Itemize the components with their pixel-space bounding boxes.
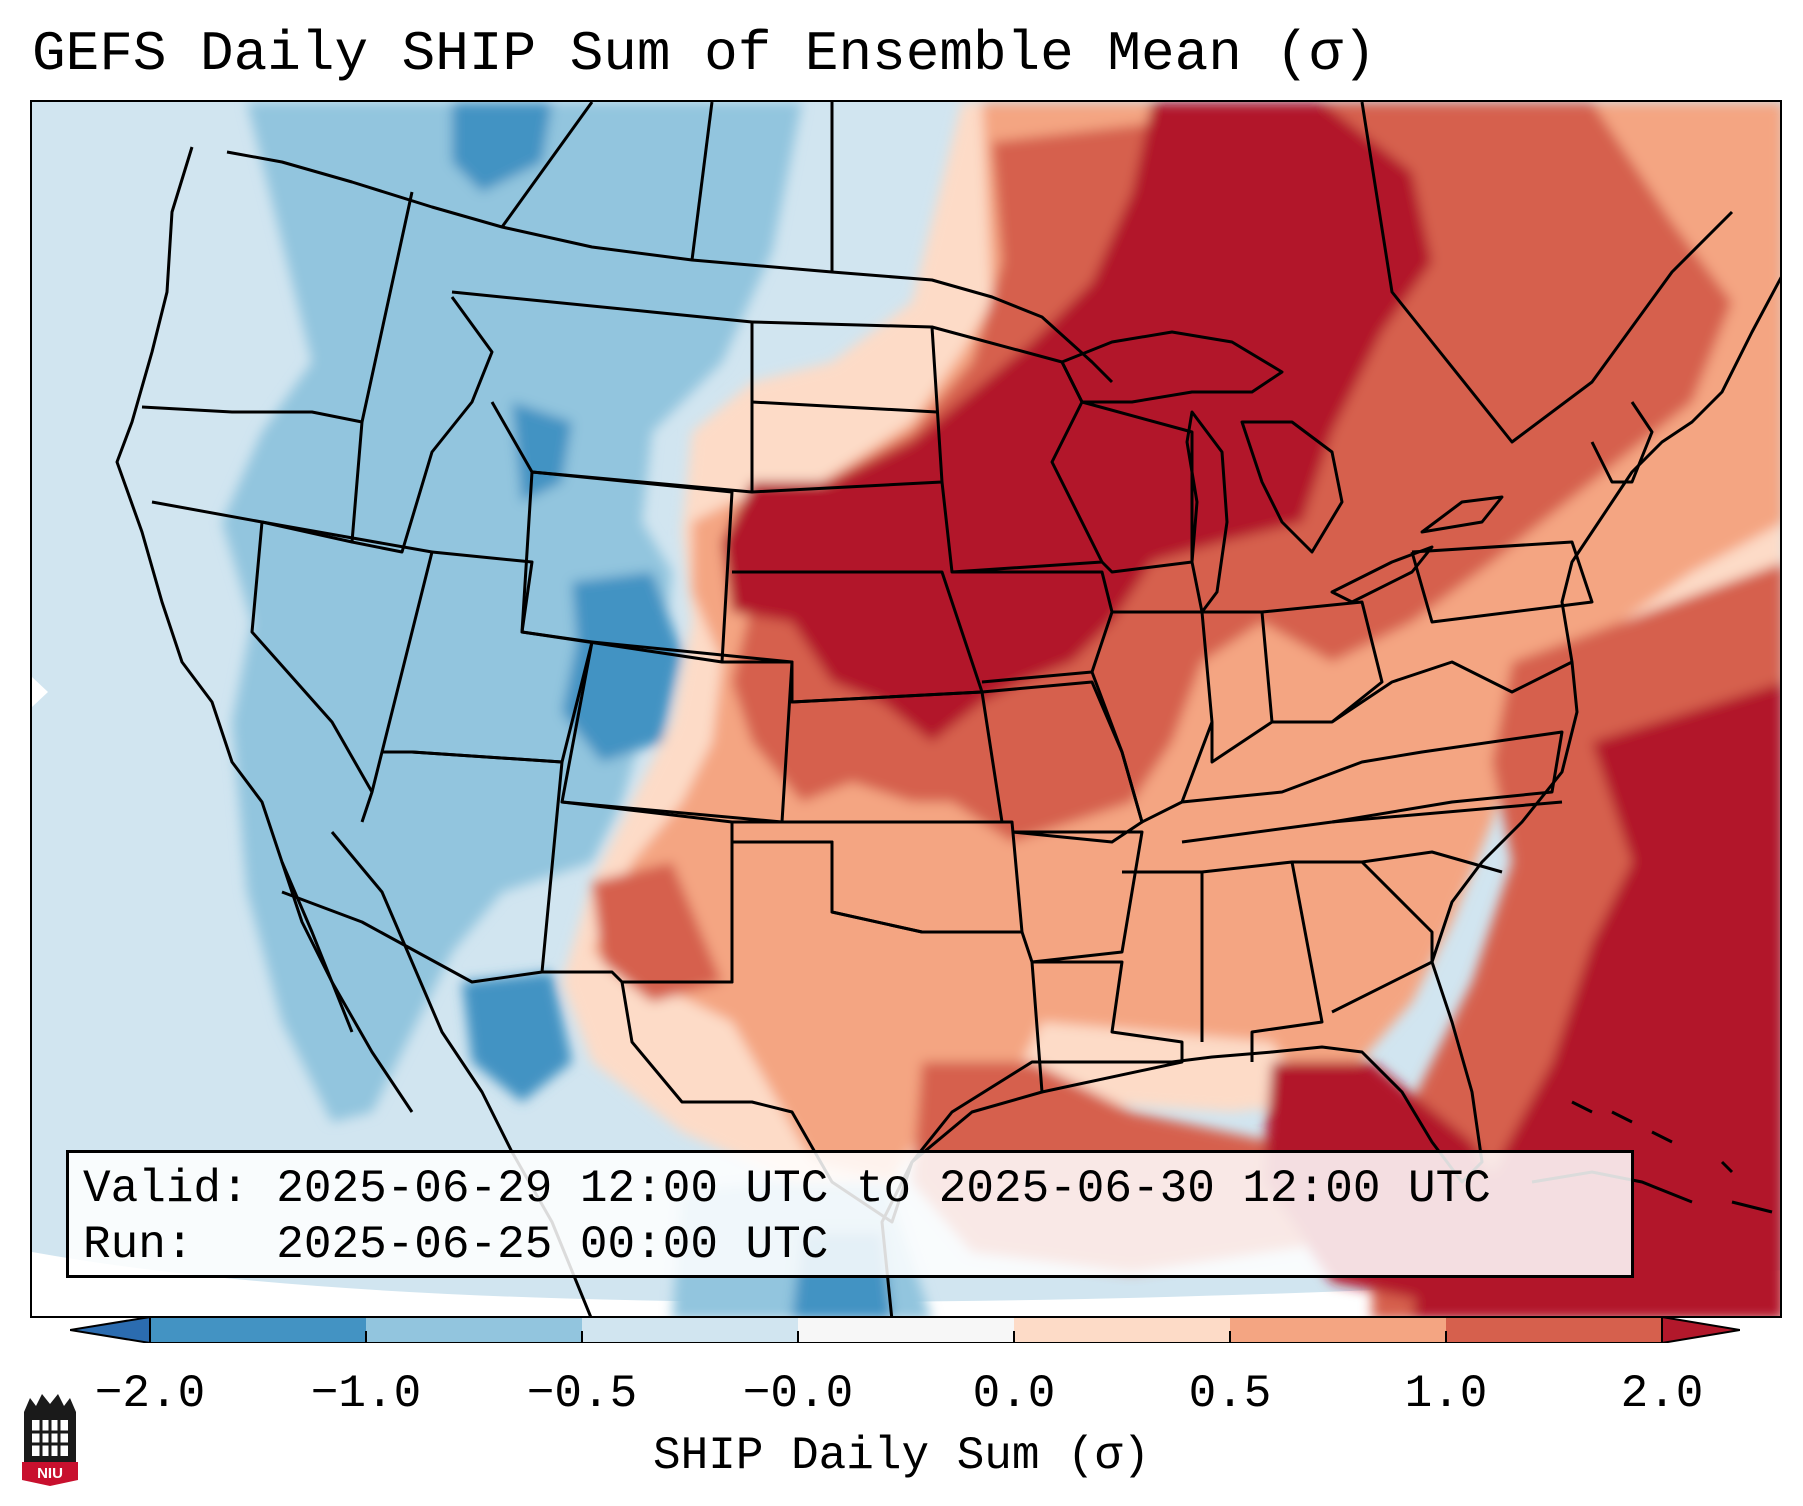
field-strong-negative-co <box>562 572 682 762</box>
field-weak-positive-gulf <box>1022 1022 1312 1112</box>
field-negative-west <box>222 102 802 1122</box>
coast-baja <box>280 861 414 1113</box>
canada-province-line-4 <box>1360 102 1734 444</box>
state-nd-sd <box>751 400 938 414</box>
map-panel <box>30 100 1782 1318</box>
state-tx <box>620 840 1044 1224</box>
colorbar-tick-label: −0.5 <box>526 1368 638 1420</box>
run-label: Run: <box>83 1219 194 1271</box>
state-wa-or <box>141 405 363 424</box>
state-wi <box>1081 400 1194 574</box>
valid-run-info-box: Valid: 2025-06-29 12:00 UTC to 2025-06-3… <box>66 1150 1634 1278</box>
colorbar-tick-label: 1.0 <box>1404 1368 1488 1420</box>
state-nv-az <box>261 520 434 793</box>
colorbar-segment-4 <box>798 1317 1014 1343</box>
valid-label: Valid: <box>83 1163 249 1215</box>
state-ky-tn <box>1181 730 1564 844</box>
niu-logo-text: NIU <box>37 1465 63 1482</box>
state-ms-al <box>1122 860 1324 1062</box>
field-strong-positive-mx <box>592 862 722 1002</box>
lake-huron <box>1240 420 1344 554</box>
colorbar-tick-label: −2.0 <box>94 1368 206 1420</box>
ship-anomaly-map <box>32 102 1780 1316</box>
lake-erie <box>1330 545 1434 604</box>
state-ar <box>1012 830 1144 964</box>
colorbar-segment-5 <box>1014 1317 1230 1343</box>
state-va-wv <box>1331 660 1573 724</box>
coast-atlantic <box>1430 276 1780 963</box>
lake-ontario <box>1420 495 1504 534</box>
colorbar-extend-high <box>1661 1317 1740 1343</box>
island-hispaniola <box>1731 1200 1773 1214</box>
colorbar-ticks <box>149 1331 1663 1343</box>
state-oh <box>1261 600 1384 724</box>
island-bahamas <box>1571 1100 1734 1174</box>
domain-edge <box>32 1252 1780 1316</box>
state-pa-ny <box>1410 540 1594 624</box>
state-id <box>350 191 494 554</box>
colorbar-tick-label: 2.0 <box>1620 1368 1704 1420</box>
canada-province-line-2 <box>690 102 714 261</box>
colorbar-segment-6 <box>1230 1317 1446 1343</box>
colorbar-label: SHIP Daily Sum (σ) <box>653 1430 1150 1482</box>
colorbar <box>70 1317 1740 1343</box>
colorbar-outline <box>149 1317 1663 1343</box>
state-nv-ca <box>250 521 374 823</box>
valid-time-range: 2025-06-29 12:00 UTC to 2025-06-30 12:00… <box>276 1163 1491 1215</box>
colorbar-tick-label: −0.0 <box>742 1368 854 1420</box>
state-ne-states <box>1590 401 1654 484</box>
state-dakotas <box>751 320 944 494</box>
colorbar-segment-2 <box>366 1317 582 1343</box>
colorbar-segment-3 <box>582 1317 798 1343</box>
lake-superior <box>1060 330 1284 404</box>
colorbar-segment-1 <box>150 1317 366 1343</box>
field-strong-negative-n <box>452 102 552 192</box>
niu-logo-icon: NIU <box>22 1394 78 1486</box>
colorbar-tick-label: −1.0 <box>310 1368 422 1420</box>
state-la <box>1032 960 1184 1094</box>
field-strong-negative-mx <box>462 972 572 1102</box>
colorbar-tick-label: 0.5 <box>1188 1368 1272 1420</box>
state-ga <box>1292 860 1434 1014</box>
boundaries-layer <box>115 102 1780 1316</box>
canada-province-line-1 <box>500 102 594 228</box>
map-title: GEFS Daily SHIP Sum of Ensemble Mean (σ) <box>32 22 1377 86</box>
colorbar-segment-7 <box>1446 1317 1662 1343</box>
state-sc-nc <box>1331 800 1563 874</box>
domain-edge-left <box>32 677 48 707</box>
field-very-strong-positive <box>722 102 1432 742</box>
state-mt <box>451 290 754 494</box>
colorbar-tick-label: 0.0 <box>972 1368 1056 1420</box>
colorbar-extend-low <box>70 1317 151 1343</box>
field-strong-negative-id <box>512 402 572 502</box>
state-az-nm <box>281 750 564 984</box>
run-time: 2025-06-25 00:00 UTC <box>276 1219 829 1271</box>
